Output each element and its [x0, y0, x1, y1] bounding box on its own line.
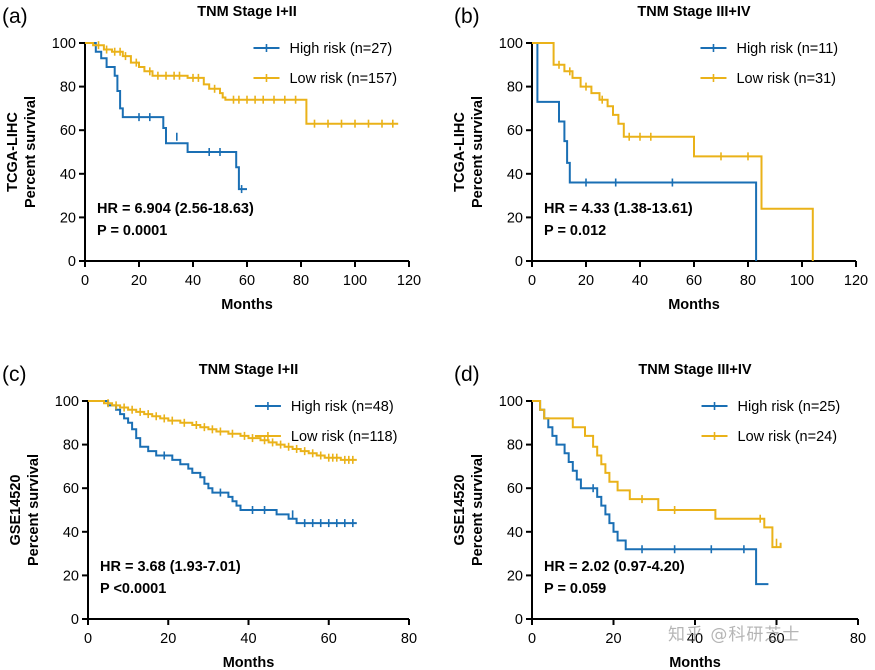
y-tick-label: 20 — [507, 210, 523, 226]
x-tick-label: 100 — [790, 273, 814, 289]
x-axis-label: Months — [223, 655, 275, 670]
x-tick-label: 120 — [397, 273, 421, 289]
x-tick-label: 40 — [632, 273, 648, 289]
hazard-ratio: HR = 6.904 (2.56-18.63) — [97, 201, 254, 217]
chart-title: TNM Stage I+II — [199, 362, 299, 378]
y-tick-label: 20 — [60, 210, 76, 226]
y-tick-label: 60 — [63, 481, 79, 497]
y-tick-label: 0 — [515, 254, 523, 270]
x-tick-label: 20 — [605, 631, 621, 647]
y-tick-label: 40 — [507, 525, 523, 541]
y-tick-label: 100 — [52, 36, 76, 52]
y-tick-label: 60 — [507, 123, 523, 139]
x-axis-label: Months — [221, 297, 273, 313]
x-tick-label: 0 — [81, 273, 89, 289]
y-tick-label: 60 — [507, 481, 523, 497]
low-risk-curve — [85, 42, 399, 125]
y-axis-label: Percent survival — [470, 96, 486, 208]
x-tick-label: 40 — [185, 273, 201, 289]
x-tick-label: 20 — [578, 273, 594, 289]
p-value: P = 0.0001 — [97, 223, 167, 239]
y-axis-label: Percent survival — [470, 454, 486, 566]
x-tick-label: 0 — [528, 273, 536, 289]
low-risk-curve — [532, 42, 814, 261]
legend-entry: Low risk (n=31) — [736, 71, 836, 87]
x-axis-label: Months — [669, 655, 721, 670]
y-tick-label: 80 — [507, 438, 523, 454]
km-panel-1: (a) TNM Stage I+II TCGA-LIHC Percent surviv… — [2, 4, 421, 313]
p-value: P <0.0001 — [100, 581, 166, 597]
panel-label: (a) — [2, 5, 28, 28]
p-value: P = 0.059 — [544, 581, 606, 597]
y-tick-label: 40 — [507, 167, 523, 183]
chart-title: TNM Stage I+II — [197, 4, 297, 20]
x-tick-label: 80 — [850, 631, 866, 647]
legend-entry: Low risk (n=24) — [738, 429, 838, 445]
y-axis-label: Percent survival — [23, 96, 39, 208]
y-tick-label: 0 — [68, 254, 76, 270]
panel-label: (c) — [2, 363, 27, 386]
y-tick-label: 0 — [71, 612, 79, 628]
y-tick-label: 80 — [63, 438, 79, 454]
x-tick-label: 20 — [160, 631, 176, 647]
x-tick-label: 120 — [844, 273, 868, 289]
km-panel-4: (d) TNM Stage III+IV GSE14520 Percent survi… — [452, 362, 866, 670]
legend-entry: Low risk (n=118) — [291, 429, 398, 445]
y-tick-label: 100 — [499, 36, 523, 52]
dataset-label: TCGA-LIHC — [5, 112, 21, 192]
km-panel-3: (c) TNM Stage I+II GSE14520 Percent surviva… — [2, 362, 417, 670]
chart-title: TNM Stage III+IV — [637, 4, 751, 20]
dataset-label: GSE14520 — [8, 475, 24, 546]
chart-title: TNM Stage III+IV — [638, 362, 752, 378]
x-tick-label: 40 — [687, 631, 703, 647]
x-tick-label: 20 — [131, 273, 147, 289]
hazard-ratio: HR = 4.33 (1.38-13.61) — [544, 201, 693, 217]
x-tick-label: 0 — [84, 631, 92, 647]
legend-entry: High risk (n=48) — [291, 399, 394, 415]
x-tick-label: 60 — [686, 273, 702, 289]
y-axis-label: Percent survival — [26, 454, 42, 566]
x-tick-label: 60 — [239, 273, 255, 289]
x-tick-label: 100 — [343, 273, 367, 289]
dataset-label: TCGA-LIHC — [452, 112, 468, 192]
y-tick-label: 20 — [63, 568, 79, 584]
high-risk-curve — [85, 42, 247, 191]
panel-label: (d) — [454, 363, 480, 386]
km-panel-2: (b) TNM Stage III+IV TCGA-LIHC Percent surv… — [452, 4, 868, 313]
low-risk-curve — [88, 400, 357, 461]
high-risk-curve — [532, 400, 769, 586]
legend-entry: Low risk (n=157) — [289, 71, 397, 87]
legend-entry: High risk (n=11) — [736, 41, 838, 57]
hazard-ratio: HR = 2.02 (0.97-4.20) — [544, 559, 685, 575]
y-tick-label: 80 — [60, 80, 76, 96]
p-value: P = 0.012 — [544, 223, 606, 239]
y-tick-label: 60 — [60, 123, 76, 139]
watermark: 知乎 @科研芝士 — [668, 625, 801, 645]
x-tick-label: 40 — [240, 631, 256, 647]
x-tick-label: 60 — [321, 631, 337, 647]
dataset-label: GSE14520 — [452, 475, 468, 546]
low-risk-curve — [532, 400, 782, 549]
high-risk-curve — [88, 400, 357, 525]
y-tick-label: 100 — [499, 394, 523, 410]
panel-label: (b) — [454, 5, 480, 28]
hazard-ratio: HR = 3.68 (1.93-7.01) — [100, 559, 241, 575]
x-tick-label: 80 — [293, 273, 309, 289]
y-tick-label: 100 — [55, 394, 79, 410]
y-tick-label: 40 — [60, 167, 76, 183]
x-tick-label: 80 — [401, 631, 417, 647]
y-tick-label: 0 — [515, 612, 523, 628]
x-tick-label: 80 — [740, 273, 756, 289]
x-tick-label: 60 — [768, 631, 784, 647]
high-risk-curve — [532, 42, 758, 261]
y-tick-label: 80 — [507, 80, 523, 96]
x-axis-label: Months — [668, 297, 720, 313]
y-tick-label: 20 — [507, 568, 523, 584]
x-tick-label: 0 — [528, 631, 536, 647]
y-tick-label: 40 — [63, 525, 79, 541]
legend-entry: High risk (n=25) — [738, 399, 841, 415]
legend-entry: High risk (n=27) — [289, 41, 392, 57]
